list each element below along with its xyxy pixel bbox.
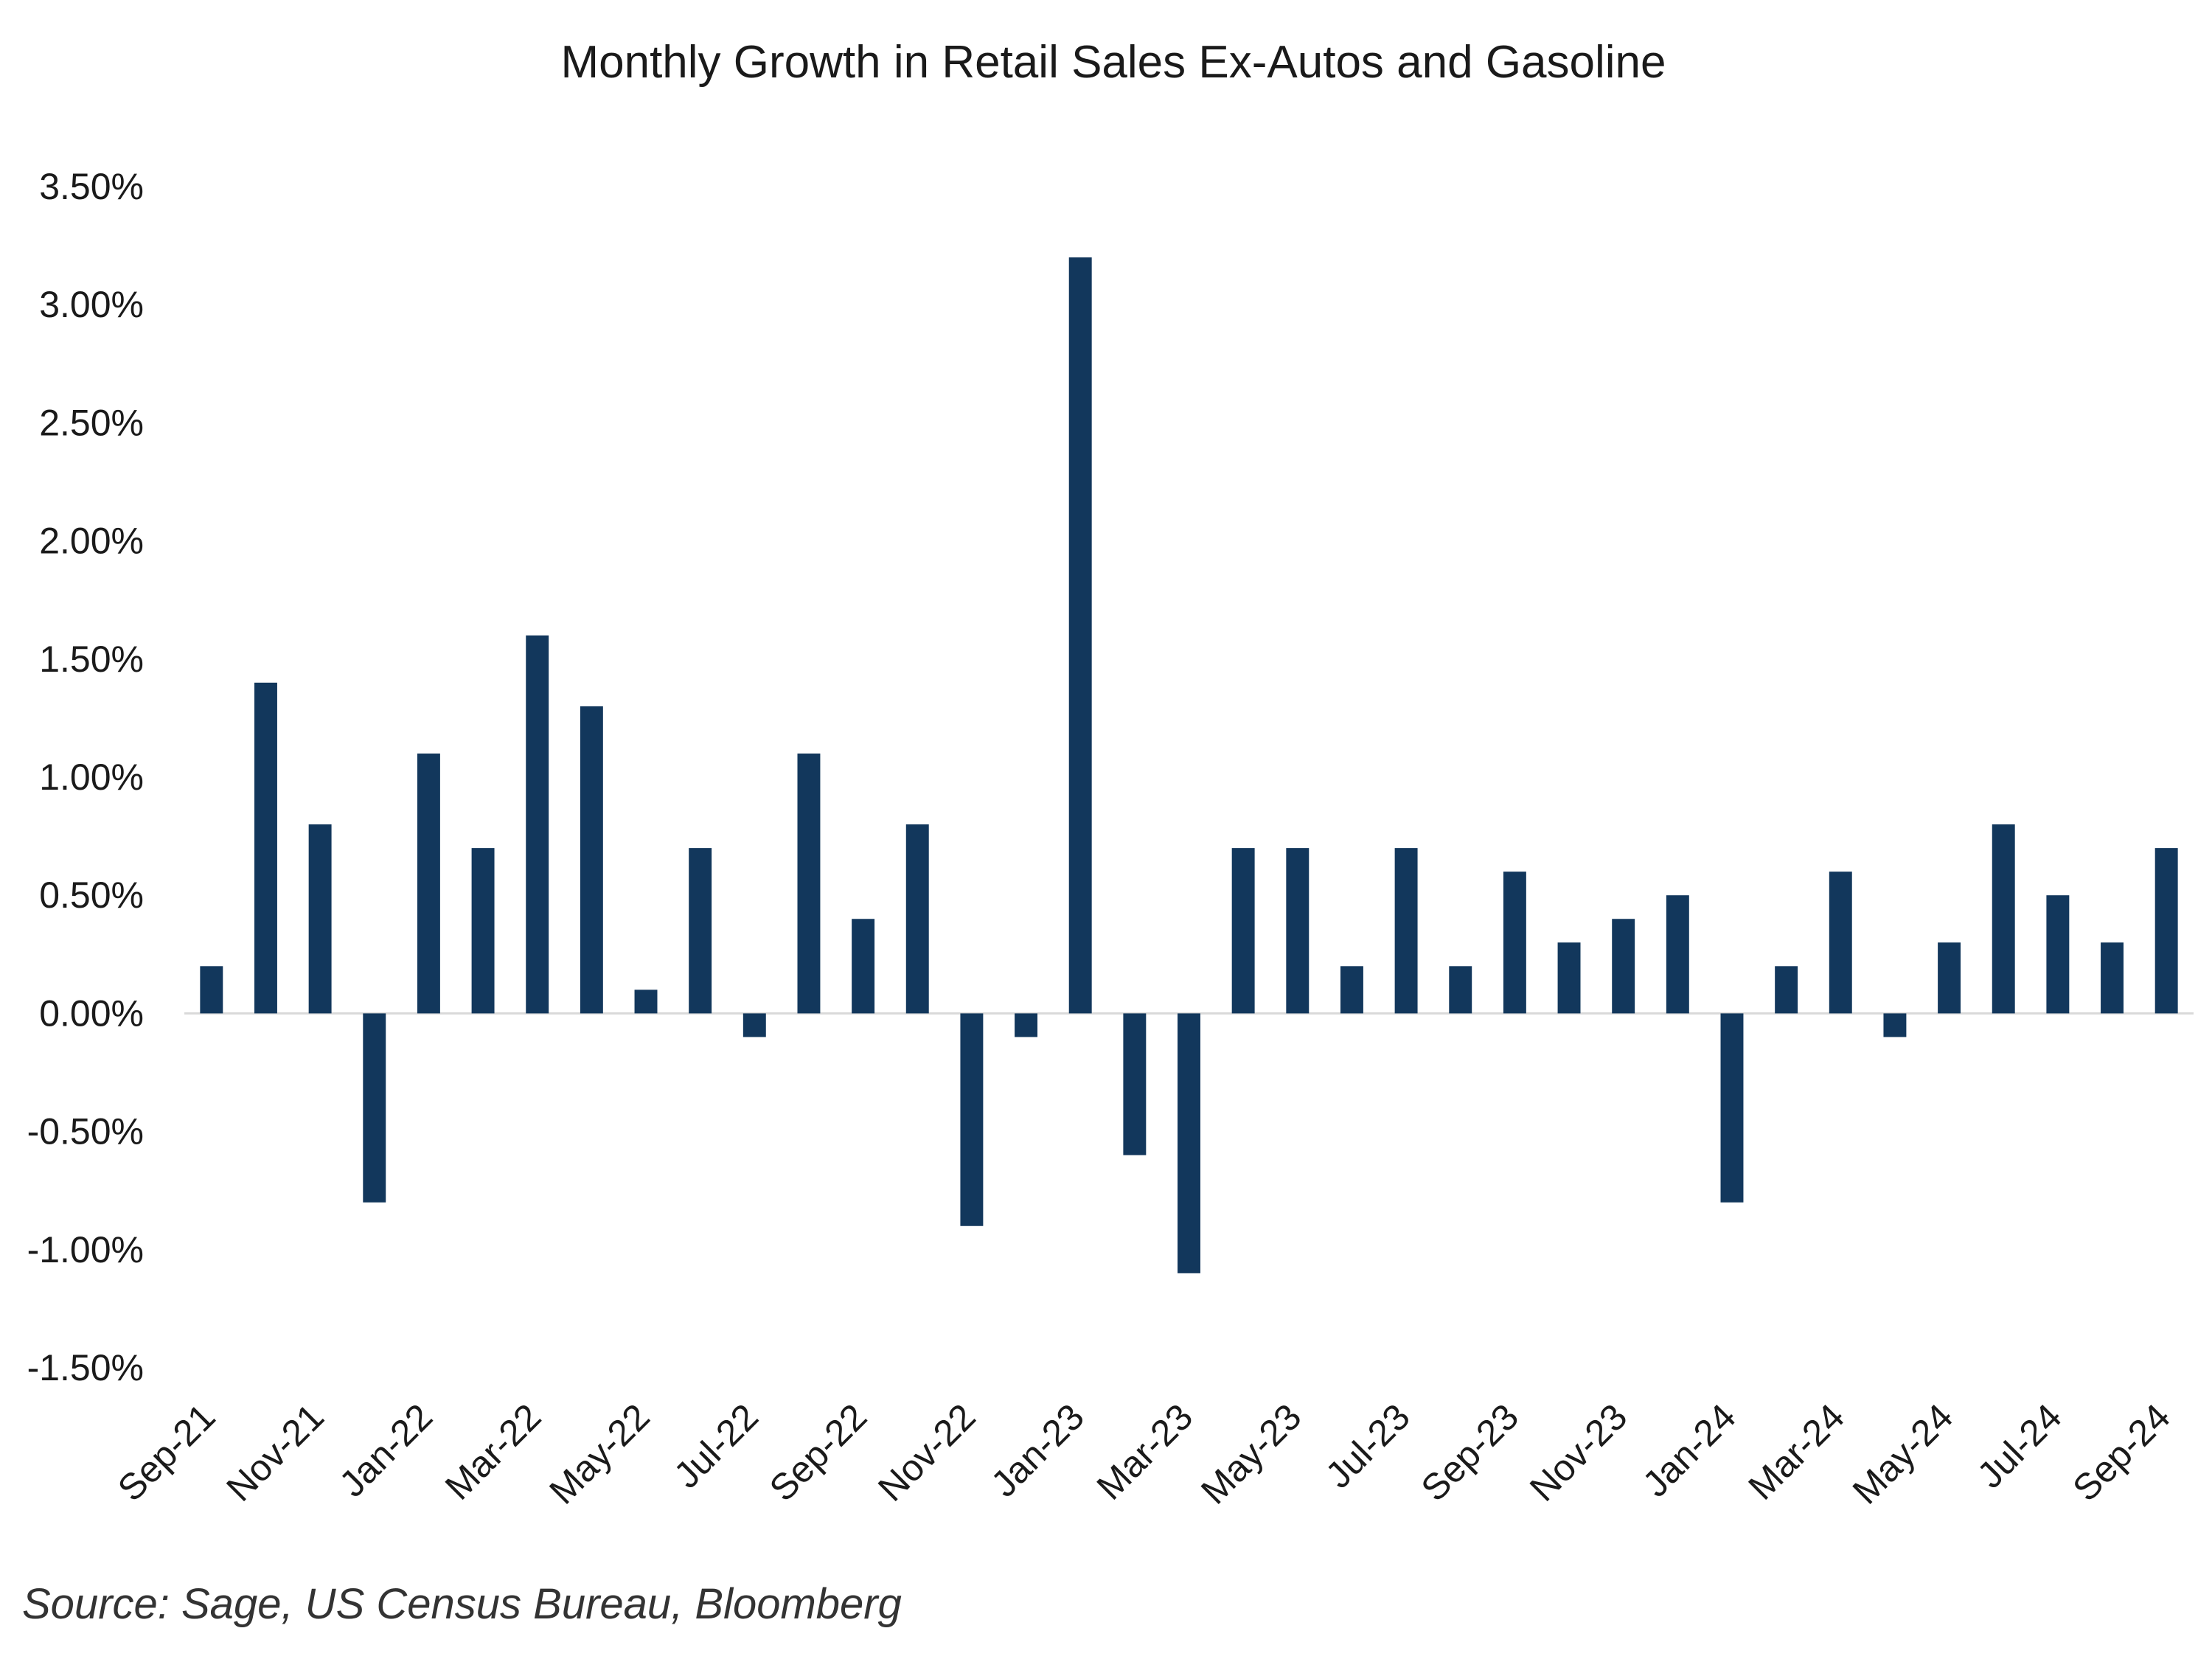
x-tick-label: Sep-23 <box>1413 1396 1527 1509</box>
bar-may-23 <box>1286 848 1310 1014</box>
bar-sep-21 <box>200 966 223 1014</box>
x-tick-label: May-22 <box>541 1396 657 1512</box>
bar-dec-21 <box>363 1013 386 1203</box>
bar-oct-21 <box>254 682 277 1014</box>
y-tick-label: 0.00% <box>39 992 144 1034</box>
bar-sep-23 <box>1503 872 1526 1014</box>
y-tick-label: 3.50% <box>39 166 144 207</box>
bar-dec-23 <box>1666 895 1689 1014</box>
bar-jul-24 <box>2046 895 2070 1014</box>
bar-may-22 <box>634 990 658 1014</box>
bar-jan-23 <box>1068 257 1092 1014</box>
bar-jul-23 <box>1394 848 1418 1014</box>
bar-sep-22 <box>852 919 875 1014</box>
bar-feb-24 <box>1775 966 1798 1014</box>
bar-jan-22 <box>417 753 440 1014</box>
x-tick-label: Jan-23 <box>983 1396 1092 1505</box>
bar-feb-22 <box>471 848 495 1014</box>
y-tick-label: -1.00% <box>27 1229 144 1270</box>
bar-may-24 <box>1938 942 1961 1014</box>
x-tick-label: Sep-21 <box>110 1396 223 1509</box>
y-tick-label: 1.00% <box>39 757 144 798</box>
bar-mar-23 <box>1178 1013 1200 1273</box>
bar-aug-22 <box>797 753 821 1014</box>
bar-mar-24 <box>1829 872 1852 1014</box>
y-tick-label: 2.00% <box>39 521 144 562</box>
bar-aug-24 <box>2101 942 2124 1014</box>
bar-aug-23 <box>1449 966 1472 1014</box>
bar-apr-22 <box>580 706 603 1014</box>
bar-sep-24 <box>2154 848 2178 1014</box>
x-tick-label: Nov-22 <box>870 1396 984 1509</box>
y-tick-label: -0.50% <box>27 1111 144 1152</box>
y-tick-label: 0.50% <box>39 874 144 916</box>
bar-nov-21 <box>308 824 332 1014</box>
y-tick-label: 2.50% <box>39 402 144 443</box>
bar-jun-23 <box>1340 966 1363 1014</box>
x-tick-label: Jul-23 <box>1318 1396 1418 1496</box>
bar-nov-22 <box>960 1013 984 1226</box>
bar-nov-23 <box>1612 919 1635 1014</box>
bar-mar-22 <box>526 635 549 1014</box>
x-tick-label: Mar-24 <box>1740 1396 1852 1508</box>
bar-oct-23 <box>1557 942 1581 1014</box>
bar-jun-24 <box>1992 824 2015 1014</box>
x-tick-label: Jul-22 <box>666 1396 766 1496</box>
bars <box>200 257 2178 1273</box>
x-tick-label: Mar-23 <box>1089 1396 1201 1508</box>
y-axis: -1.50% -1.00% -0.50% 0.00% 0.50% 1.00% 1.50% 2.… <box>27 166 144 1388</box>
bar-apr-23 <box>1231 848 1255 1014</box>
x-tick-label: Jan-22 <box>331 1396 440 1505</box>
x-tick-label: May-23 <box>1193 1396 1309 1512</box>
chart-title: Monthly Growth in Retail Sales Ex-Autos … <box>560 37 1666 88</box>
source-note: Source: Sage, US Census Bureau, Bloomber… <box>22 1580 902 1628</box>
bar-oct-22 <box>905 824 929 1014</box>
bar-feb-23 <box>1123 1013 1147 1155</box>
x-tick-label: Nov-23 <box>1522 1396 1635 1509</box>
y-tick-label: 3.00% <box>39 284 144 325</box>
y-tick-label: 1.50% <box>39 639 144 680</box>
x-tick-label: Nov-21 <box>218 1396 332 1509</box>
bar-jun-22 <box>689 848 712 1014</box>
bar-jul-22 <box>742 1013 766 1037</box>
x-tick-label: May-24 <box>1845 1396 1961 1512</box>
x-tick-label: Jul-24 <box>1969 1396 2070 1496</box>
bar-dec-22 <box>1015 1013 1038 1037</box>
x-tick-label: Sep-22 <box>762 1396 875 1509</box>
x-tick-label: Jan-24 <box>1635 1396 1744 1505</box>
x-tick-label: Mar-22 <box>437 1396 549 1508</box>
x-tick-label: Sep-24 <box>2065 1396 2178 1509</box>
y-tick-label: -1.50% <box>27 1347 144 1388</box>
bar-jan-24 <box>1720 1013 1744 1203</box>
bar-apr-24 <box>1883 1013 1907 1037</box>
